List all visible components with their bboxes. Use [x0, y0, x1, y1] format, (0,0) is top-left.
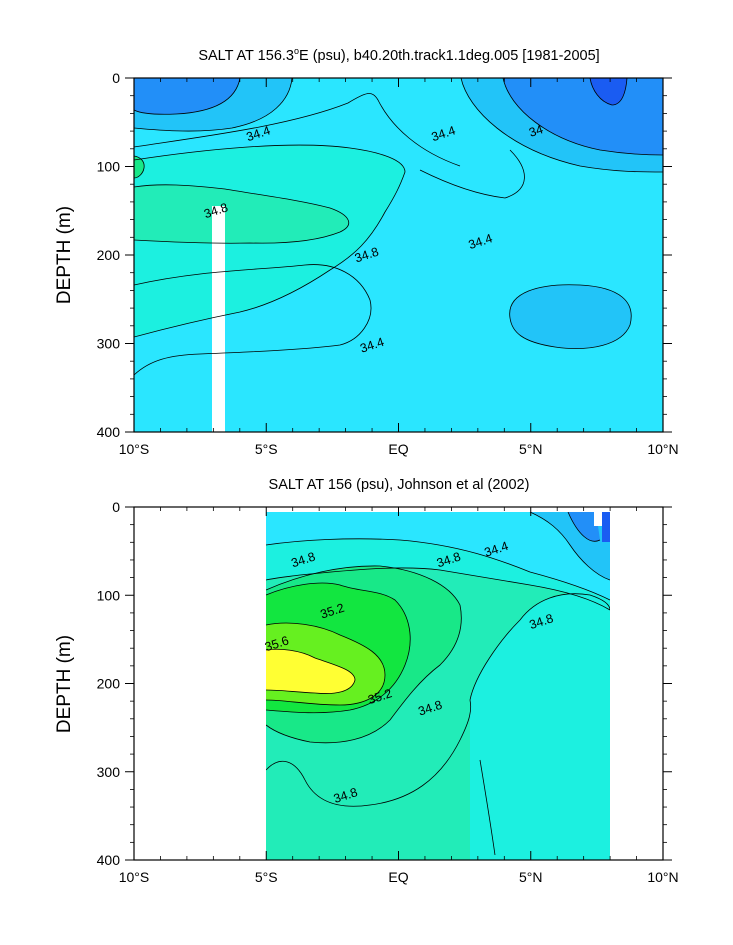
no-data-south	[134, 507, 266, 860]
y-tick-label: 200	[97, 247, 121, 263]
x-tick-label: 10°N	[647, 869, 678, 885]
x-tick-label: 10°S	[119, 441, 150, 457]
panel1-contour-lines	[134, 78, 663, 376]
panel1-title: SALT AT 156.3oE (psu), b40.20th.track1.1…	[198, 46, 599, 64]
contour-label: 34	[527, 122, 545, 140]
y-tick-label: 100	[97, 159, 121, 175]
y-tick-label: 100	[97, 587, 121, 603]
y-tick-label: 300	[97, 336, 121, 352]
x-tick-label: 10°S	[119, 869, 150, 885]
panel2-contour-fill: 34.834.434.835.235.635.234.834.834.8	[134, 507, 663, 860]
no-data-top-strip	[266, 507, 610, 512]
panel2-title: SALT AT 156 (psu), Johnson et al (2002)	[269, 477, 530, 493]
panel2-axes: 10°S 5°S EQ 5°N 10°N 0 100 200 300 400	[97, 499, 679, 885]
panel2-contour-lines	[265, 511, 611, 856]
fill-348-350	[134, 184, 349, 244]
panel2-ylabel: DEPTH (m)	[54, 635, 75, 733]
x-tick-label: 5°S	[255, 869, 278, 885]
y-tick-label: 400	[97, 424, 121, 440]
missing-data-column	[212, 206, 225, 432]
x-tick-label: EQ	[388, 441, 408, 457]
x-tick-label: 5°S	[255, 441, 278, 457]
y-tick-label: 0	[112, 499, 120, 515]
panel-model: SALT AT 156.3oE (psu), b40.20th.track1.1…	[54, 46, 679, 457]
fill-350-352	[134, 156, 145, 178]
fill-34-342-ne	[568, 512, 600, 542]
fill-lt-34-north	[590, 78, 627, 105]
y-tick-label: 0	[112, 70, 120, 86]
fill-gt-356	[266, 649, 355, 694]
y-tick-label: 300	[97, 764, 121, 780]
panel1-axes: 10°S 5°S EQ 5°N 10°N 0 100 200 300 400	[97, 70, 679, 457]
y-tick-label: 400	[97, 852, 121, 868]
no-data-north	[610, 507, 663, 860]
panel1-ylabel: DEPTH (m)	[54, 206, 75, 304]
fill-lt-34-ne	[602, 512, 610, 542]
y-tick-label: 200	[97, 676, 121, 692]
fill-34-342-south	[134, 78, 240, 115]
x-tick-label: 5°N	[519, 869, 543, 885]
x-tick-label: EQ	[388, 869, 408, 885]
fill-346-348-north	[470, 593, 610, 860]
missing-data-notch	[594, 512, 602, 526]
fill-342-344-lens	[509, 284, 632, 349]
panel-observations: SALT AT 156 (psu), Johnson et al (2002)	[54, 477, 679, 885]
x-tick-label: 5°N	[519, 441, 543, 457]
x-tick-label: 10°N	[647, 441, 678, 457]
fill-344-346-surface	[266, 512, 610, 600]
